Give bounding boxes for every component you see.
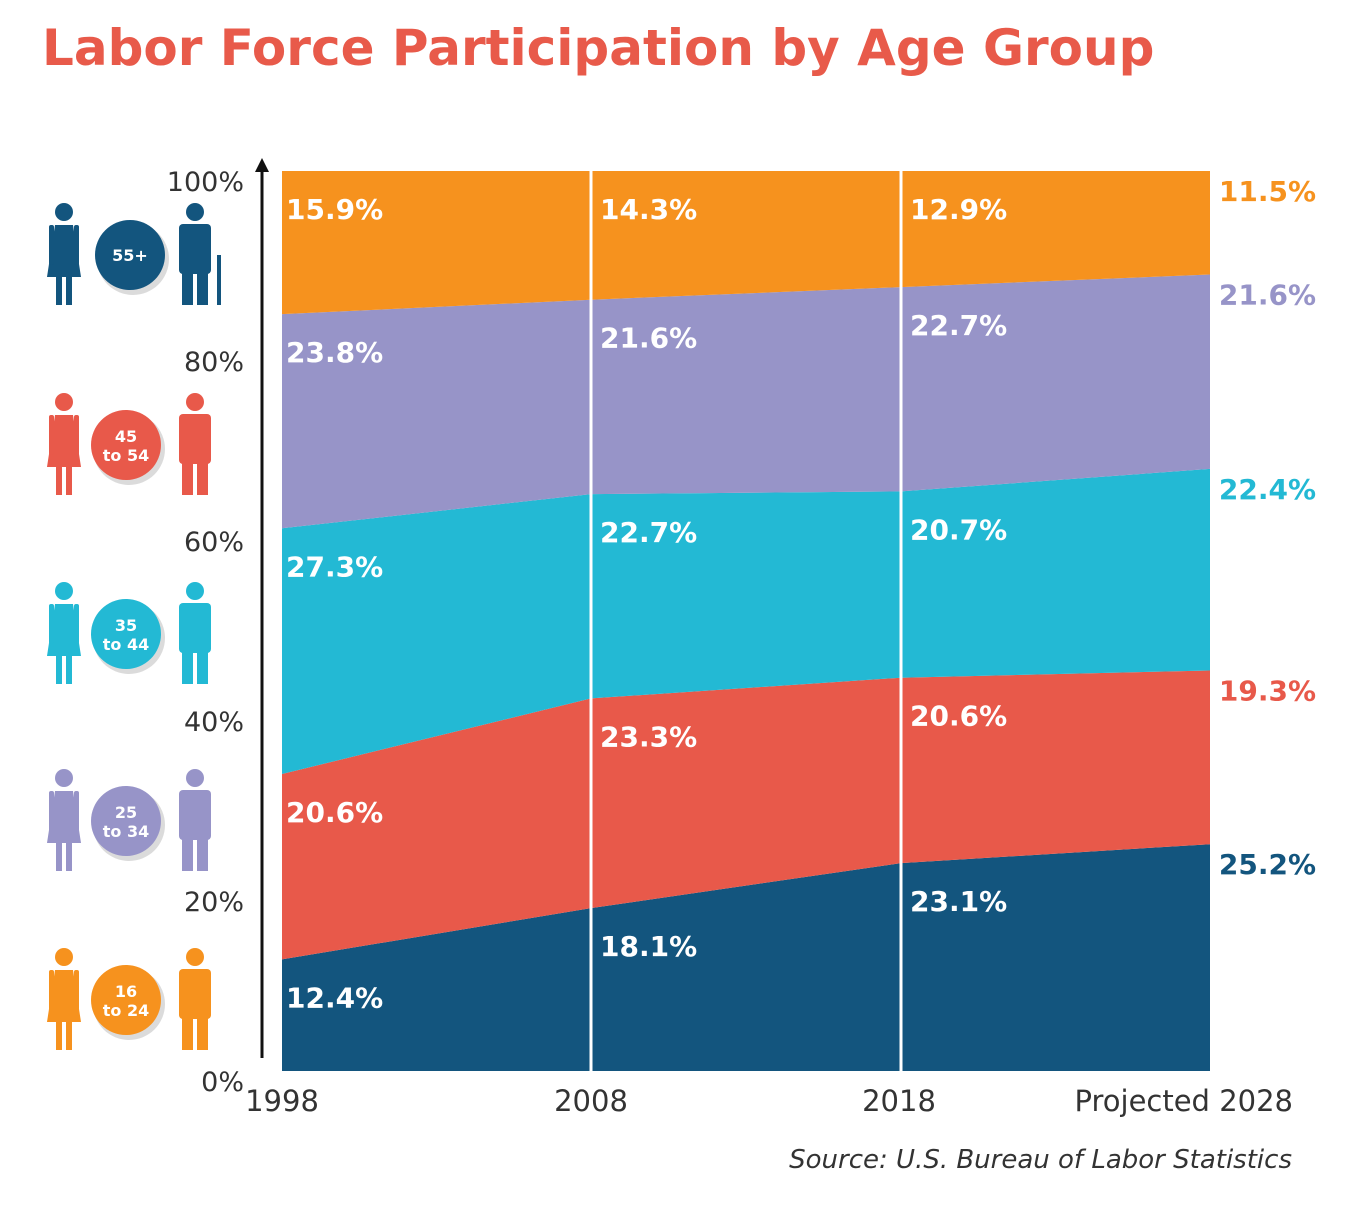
- area-16-to-24: [282, 171, 1210, 315]
- y-axis: [255, 158, 269, 1058]
- projected-label: 22.4%: [1219, 473, 1316, 506]
- data-label: 27.3%: [286, 550, 383, 583]
- y-tick-label: 20%: [184, 887, 244, 918]
- man-icon: [179, 393, 211, 495]
- data-label: 23.3%: [600, 720, 697, 753]
- woman-icon: [47, 948, 81, 1050]
- age-badge-label: 35: [115, 616, 137, 635]
- y-tick-label: 0%: [201, 1067, 244, 1098]
- projected-label: 25.2%: [1219, 848, 1316, 881]
- man-icon: [179, 203, 221, 305]
- area-45-to-54: [282, 670, 1210, 960]
- chart-title: Labor Force Participation by Age Group: [42, 19, 1154, 77]
- area-35-to-44: [282, 468, 1210, 774]
- projected-labels: 25.2% 19.3% 22.4% 21.6% 11.5%: [1219, 175, 1316, 881]
- age-badge: [91, 599, 161, 669]
- y-tick-label: 80%: [184, 347, 244, 378]
- y-axis-arrowhead: [255, 158, 269, 172]
- source-note: Source: U.S. Bureau of Labor Statistics: [789, 1145, 1292, 1175]
- y-tick-label: 60%: [184, 527, 244, 558]
- data-label: 20.7%: [910, 513, 1007, 546]
- man-icon: [179, 948, 211, 1050]
- area-55plus: [282, 844, 1210, 1071]
- area-25-to-34: [282, 274, 1210, 529]
- data-label: 18.1%: [600, 930, 697, 963]
- age-badge-label: 55+: [112, 246, 148, 265]
- data-label: 14.3%: [600, 193, 697, 226]
- age-badge-label: 45: [115, 427, 137, 446]
- data-label: 22.7%: [910, 309, 1007, 342]
- age-badge-label: to 34: [103, 822, 149, 841]
- x-tick-label: 2018: [862, 1084, 936, 1118]
- legend-row: 55+: [47, 203, 221, 305]
- data-label: 22.7%: [600, 516, 697, 549]
- projected-label: 11.5%: [1219, 175, 1316, 208]
- year-dividers: [589, 171, 903, 1071]
- woman-icon: [47, 582, 81, 684]
- projected-label: 21.6%: [1219, 279, 1316, 312]
- man-icon: [179, 582, 211, 684]
- y-tick-label: 40%: [184, 707, 244, 738]
- man-icon: [179, 769, 211, 871]
- woman-icon: [47, 203, 81, 305]
- data-label: 20.6%: [910, 700, 1007, 733]
- age-badge-label: to 24: [103, 1001, 149, 1020]
- data-label: 12.4%: [286, 981, 383, 1014]
- age-badge-label: 25: [115, 803, 137, 822]
- age-badge: [91, 410, 161, 480]
- age-badge: [91, 965, 161, 1035]
- x-tick-label: 1998: [245, 1084, 319, 1118]
- x-tick-label: Projected 2028: [1075, 1084, 1294, 1118]
- y-tick-labels: 0% 20% 40% 60% 80% 100%: [167, 167, 244, 1098]
- x-tick-label: 2008: [554, 1084, 628, 1118]
- woman-icon: [47, 393, 81, 495]
- projected-label: 19.3%: [1219, 675, 1316, 708]
- age-badge: [91, 786, 161, 856]
- data-label: 23.1%: [910, 885, 1007, 918]
- data-labels: 12.4% 18.1% 23.1% 20.6% 23.3% 20.6% 27.3% 22.7%…: [286, 193, 1007, 1014]
- y-tick-label: 100%: [167, 167, 244, 198]
- age-badge-label: 16: [115, 982, 137, 1001]
- stacked-areas: [282, 171, 1210, 1071]
- age-badge: [95, 220, 165, 290]
- age-badge-label: to 44: [103, 635, 149, 654]
- woman-icon: [47, 769, 81, 871]
- age-badge-label: to 54: [103, 446, 149, 465]
- data-label: 21.6%: [600, 322, 697, 355]
- data-label: 12.9%: [910, 193, 1007, 226]
- x-tick-labels: 1998 2008 2018 Projected 2028: [245, 1084, 1293, 1118]
- data-label: 23.8%: [286, 336, 383, 369]
- data-label: 15.9%: [286, 193, 383, 226]
- data-label: 20.6%: [286, 796, 383, 829]
